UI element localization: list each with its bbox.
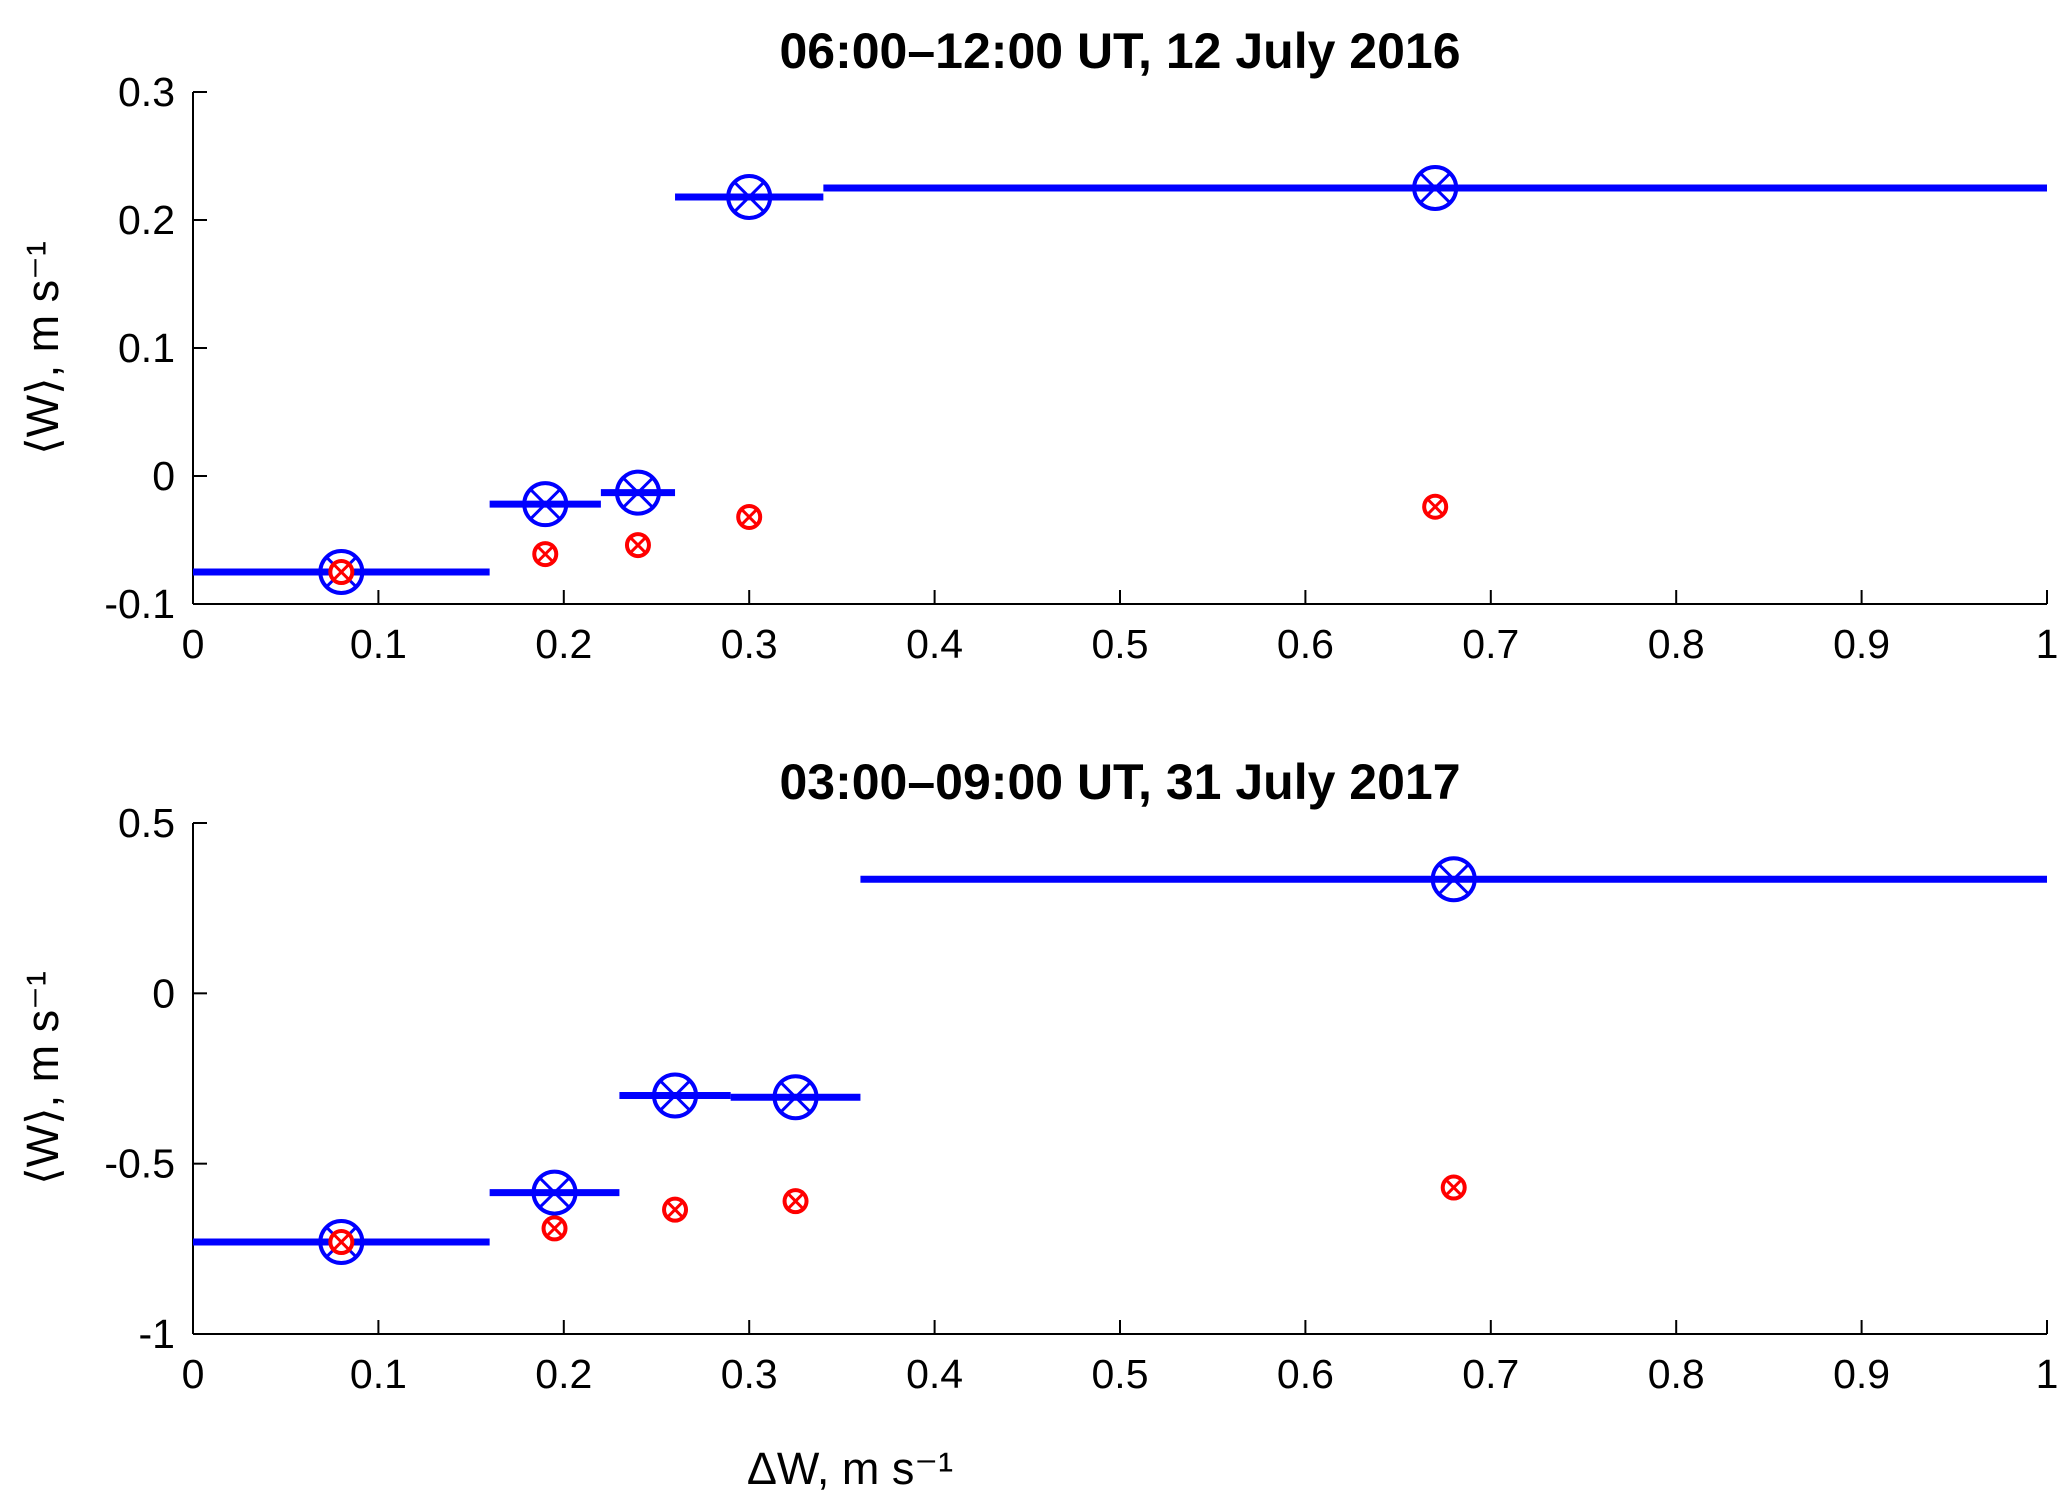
x-tick-label: 0.3 — [721, 1351, 778, 1397]
y-axis-label: ⟨W⟩, m s⁻¹ — [17, 971, 68, 1185]
blue-marker — [614, 469, 661, 516]
marker-circle — [1430, 856, 1477, 903]
marker-cross — [332, 563, 351, 581]
marker-circle — [531, 1169, 578, 1216]
blue-marker — [726, 173, 773, 220]
x-tick-label: 0.8 — [1648, 1351, 1705, 1397]
blue-marker — [652, 1072, 699, 1119]
red-marker — [1440, 1174, 1467, 1201]
marker-cross — [628, 536, 647, 555]
marker-cross — [779, 1081, 812, 1114]
x-tick-label: 0.4 — [906, 621, 963, 667]
marker-cross — [621, 476, 655, 509]
x-tick-label: 0.8 — [1648, 621, 1705, 667]
blue-marker — [522, 481, 569, 528]
marker-circle — [1412, 165, 1459, 211]
x-tick-label: 0.5 — [1092, 1351, 1149, 1397]
y-tick-label: 0.1 — [118, 325, 175, 371]
marker-cross — [1418, 171, 1452, 205]
x-tick-label: 0.4 — [906, 1351, 963, 1397]
marker-cross — [545, 1219, 564, 1238]
red-marker — [541, 1215, 568, 1242]
x-tick-label: 0 — [182, 1351, 205, 1397]
blue-marker — [1430, 856, 1477, 903]
panel-top: 06:00–12:00 UT, 12 July 2016 0 0.1 0.2 0.3 0.… — [17, 23, 2058, 667]
marker-cross — [740, 507, 759, 526]
marker-circle — [726, 173, 773, 220]
x-tick-label: 0.1 — [350, 1351, 407, 1397]
marker-cross — [666, 1200, 685, 1219]
marker-cross — [786, 1192, 805, 1211]
marker-cross — [332, 1233, 351, 1252]
x-tick-label: 1 — [2036, 621, 2059, 667]
x-tick-label: 0.9 — [1833, 1351, 1890, 1397]
marker-cross — [529, 487, 562, 521]
x-tick-label: 1 — [2036, 1351, 2059, 1397]
red-marker — [1422, 493, 1449, 520]
y-tick-label: 0 — [152, 453, 175, 499]
red-marker — [532, 541, 559, 568]
x-tick-label: 0.1 — [350, 621, 407, 667]
x-axis-label: ΔW, m s⁻¹ — [747, 1443, 953, 1494]
blue-marker — [531, 1169, 578, 1216]
marker-cross — [538, 1176, 571, 1209]
red-marker — [736, 503, 763, 530]
marker-cross — [1437, 863, 1470, 896]
y-tick-label: -1 — [139, 1311, 175, 1357]
marker-cross — [658, 1079, 692, 1112]
x-tick-label: 0 — [182, 621, 205, 667]
x-tick-label: 0.5 — [1092, 621, 1149, 667]
red-marker — [782, 1188, 809, 1215]
x-tick-label: 0.7 — [1462, 621, 1519, 667]
marker-cross — [733, 180, 766, 214]
y-tick-label: -0.5 — [104, 1141, 175, 1187]
y-tick-label: 0.3 — [118, 69, 175, 115]
marker-circle — [772, 1074, 819, 1121]
y-tick-label: 0.5 — [118, 800, 175, 846]
y-tick-label: -0.1 — [104, 581, 175, 627]
blue-marker — [1412, 165, 1459, 211]
marker-cross — [536, 545, 555, 564]
marker-circle — [522, 481, 569, 528]
chart-title: 06:00–12:00 UT, 12 July 2016 — [779, 23, 1460, 79]
y-tick-label: 0 — [152, 970, 175, 1016]
x-tick-label: 0.2 — [535, 1351, 592, 1397]
marker-circle — [614, 469, 661, 516]
x-tick-label: 0.9 — [1833, 621, 1890, 667]
x-tick-label: 0.3 — [721, 621, 778, 667]
panel-bottom: 03:00–09:00 UT, 31 July 2017 0 0.1 0.2 0.3 0.… — [17, 754, 2058, 1494]
marker-cross — [1444, 1178, 1463, 1197]
x-tick-label: 0.2 — [535, 621, 592, 667]
blue-marker — [772, 1074, 819, 1121]
x-tick-label: 0.6 — [1277, 621, 1334, 667]
chart-title: 03:00–09:00 UT, 31 July 2017 — [779, 754, 1460, 810]
marker-circle — [318, 1219, 365, 1266]
y-tick-label: 0.2 — [118, 197, 175, 243]
marker-cross — [1426, 497, 1445, 516]
x-tick-label: 0.7 — [1462, 1351, 1519, 1397]
marker-circle — [652, 1072, 699, 1119]
y-axis-label: ⟨W⟩, m s⁻¹ — [17, 241, 68, 455]
red-marker — [328, 559, 355, 585]
red-marker — [328, 1229, 355, 1256]
red-marker — [662, 1196, 689, 1223]
x-tick-label: 0.6 — [1277, 1351, 1334, 1397]
red-marker — [624, 532, 651, 559]
marker-circle — [318, 549, 365, 595]
